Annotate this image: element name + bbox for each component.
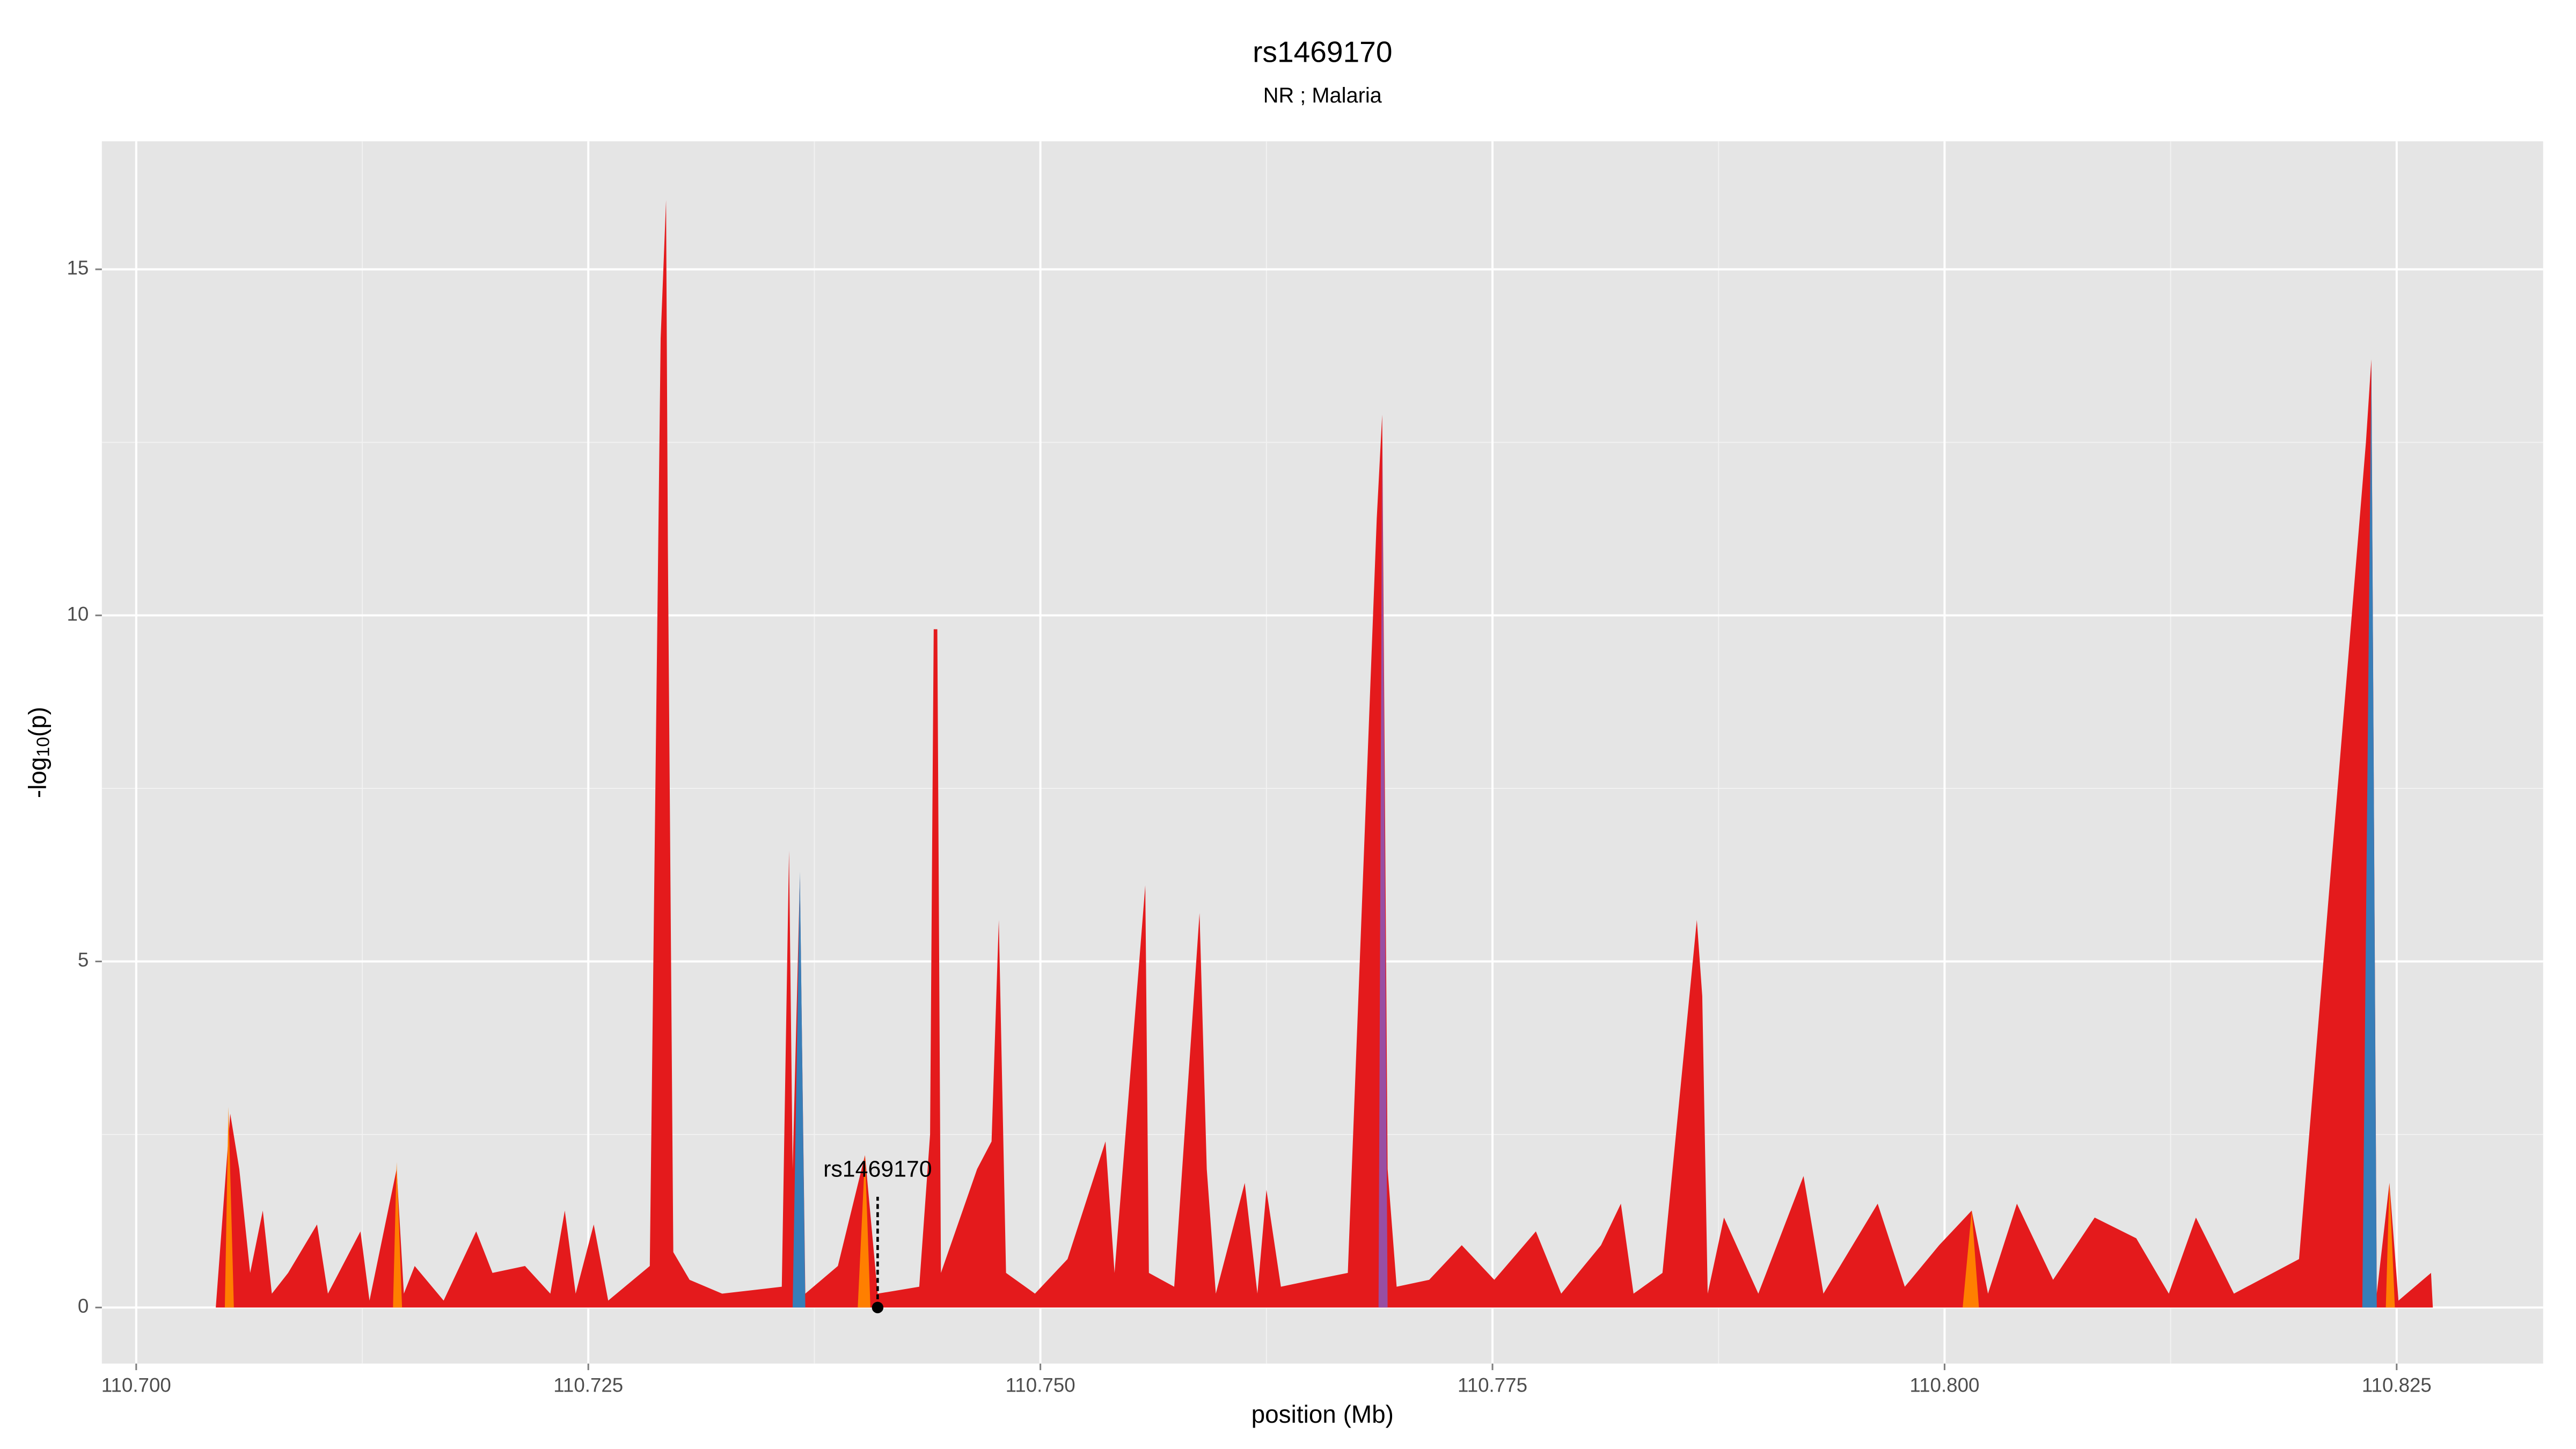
y-tick-label: 0	[78, 1295, 89, 1317]
y-label-part: -log	[24, 757, 52, 799]
y-tick-label: 10	[67, 603, 89, 625]
y-label-part: (p)	[24, 707, 52, 737]
area	[1378, 442, 1388, 1308]
x-axis-label: position (Mb)	[1252, 1400, 1394, 1428]
chart-subtitle: NR ; Malaria	[1263, 84, 1382, 107]
x-tick-label: 110.725	[553, 1374, 623, 1396]
annotation-point	[872, 1301, 884, 1314]
plot-background	[101, 141, 2543, 1364]
y-tick-label: 5	[78, 949, 89, 971]
annotation-label: rs1469170	[823, 1156, 932, 1182]
x-tick-label: 110.800	[1909, 1374, 1979, 1396]
x-tick-label: 110.775	[1458, 1374, 1527, 1396]
x-tick-label: 110.700	[101, 1374, 171, 1396]
x-tick-label: 110.825	[2362, 1374, 2432, 1396]
area	[216, 200, 2433, 1308]
x-tick-label: 110.750	[1006, 1374, 1075, 1396]
y-tick-label: 15	[67, 257, 89, 279]
chart-title: rs1469170	[1253, 35, 1392, 69]
y-label-sub: 10	[34, 737, 54, 757]
y-axis-label: -log10(p)	[24, 707, 54, 798]
